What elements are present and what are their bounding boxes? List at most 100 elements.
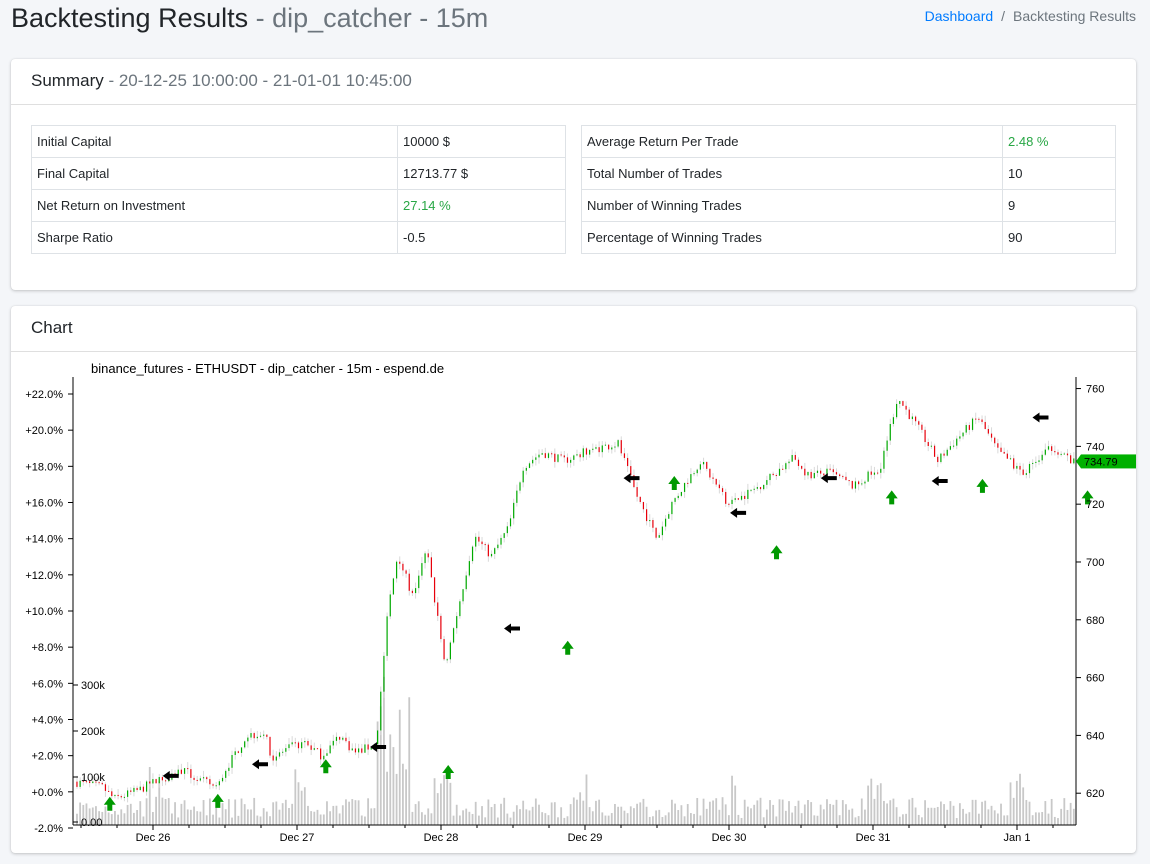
volume-bar — [199, 811, 202, 825]
candle-body — [89, 781, 91, 783]
volume-bar — [145, 798, 148, 825]
candle-body — [145, 781, 148, 792]
volume-bar — [98, 811, 101, 825]
candle-body — [921, 424, 923, 430]
volume-bar — [731, 775, 733, 825]
sell-arrow-icon — [504, 623, 520, 634]
volume-bar — [955, 818, 958, 825]
candle-body — [801, 465, 803, 469]
candle-body — [551, 453, 553, 455]
candlestick-chart[interactable]: +22.0% +20.0% +18.0% +16.0% +14.0% +12.0% +10.… — [11, 353, 1136, 853]
candle-body — [168, 779, 170, 782]
volume-bar — [246, 809, 249, 825]
volume-bar — [914, 807, 917, 825]
candle-body — [1000, 447, 1002, 452]
breadcrumb-dashboard-link[interactable]: Dashboard — [924, 8, 994, 24]
candle-body — [601, 445, 603, 453]
volume-bar — [873, 798, 876, 825]
volume-bar — [867, 785, 870, 825]
volume-bar — [765, 809, 768, 825]
candle-body — [503, 533, 505, 538]
candle-body — [272, 755, 274, 761]
breadcrumb-separator: / — [1001, 8, 1006, 24]
candle-body — [636, 487, 638, 497]
candle-body — [573, 455, 575, 460]
volume-bar — [443, 775, 445, 825]
candle-body — [750, 489, 752, 491]
candle-body — [740, 495, 743, 500]
volume-bar — [674, 803, 676, 825]
candle-body — [215, 785, 217, 787]
table-row: Percentage of Winning Trades 90 — [581, 221, 1116, 254]
candle-body — [829, 468, 831, 470]
volume-bar — [101, 811, 104, 825]
volume-bar — [769, 800, 771, 825]
candle-body — [877, 472, 879, 474]
volume-bar — [917, 814, 920, 825]
candle-body — [449, 642, 451, 660]
volume-bar — [421, 812, 423, 825]
candle-body — [437, 602, 439, 616]
volume-bar — [506, 813, 509, 825]
candle-body — [658, 535, 660, 538]
volume-bar — [826, 799, 828, 825]
stat-label: Sharpe Ratio — [31, 221, 398, 254]
volume-bar — [364, 816, 366, 825]
volume-bar — [133, 812, 135, 825]
candle-body — [101, 782, 103, 785]
candle-body — [465, 575, 467, 590]
volume-bar — [462, 810, 464, 825]
volume-bar — [110, 814, 113, 825]
page-subtitle: - dip_catcher - 15m — [255, 3, 489, 33]
stat-label: Average Return Per Trade — [581, 125, 1003, 158]
volume-bar — [189, 809, 192, 825]
volume-bar — [91, 807, 94, 825]
volume-bar — [1072, 808, 1075, 825]
volume-bar — [607, 815, 610, 825]
buy-arrow-icon — [770, 545, 783, 560]
candle-body — [816, 470, 819, 473]
volume-bar — [528, 810, 531, 825]
volume-bar — [857, 816, 860, 825]
volume-bar — [250, 809, 252, 825]
buy-arrow-icon — [442, 764, 455, 779]
volume-bar — [851, 808, 854, 825]
candle-body — [914, 416, 917, 422]
candle-body — [142, 786, 145, 792]
volume-bar — [186, 809, 189, 825]
candle-body — [924, 429, 926, 443]
stat-value: 10000 $ — [397, 125, 566, 158]
stat-value: 27.14 % — [397, 189, 566, 222]
candle-body — [244, 741, 246, 748]
volume-bar — [927, 807, 930, 825]
candle-body — [456, 616, 458, 629]
stat-value: 9 — [1002, 189, 1116, 222]
candle-body — [392, 578, 395, 595]
volume-bar — [639, 802, 642, 825]
candle-body — [696, 469, 698, 474]
buy-arrow-icon — [885, 490, 898, 505]
volume-tick-label: 200k — [81, 726, 105, 738]
candle-body — [183, 768, 186, 774]
candle-body — [212, 784, 214, 786]
candle-body — [478, 536, 480, 542]
last-price-tag — [1081, 454, 1136, 469]
candle-body — [883, 450, 885, 469]
volume-bar — [1031, 815, 1034, 825]
candle-body — [585, 448, 588, 455]
table-row: Average Return Per Trade 2.48 % — [581, 125, 1116, 158]
volume-bar — [383, 676, 385, 825]
candle-body — [772, 473, 774, 476]
candle-body — [623, 453, 626, 458]
volume-bar — [984, 800, 987, 825]
volume-bar — [370, 808, 373, 825]
candle-body — [291, 742, 293, 745]
volume-bar — [876, 785, 879, 825]
candle-body — [547, 453, 550, 458]
candle-body — [1028, 463, 1031, 474]
candle-body — [620, 440, 622, 454]
volume-bar — [417, 801, 420, 825]
volume-bar — [471, 813, 474, 825]
candle-body — [943, 453, 945, 456]
candle-body — [930, 445, 933, 447]
